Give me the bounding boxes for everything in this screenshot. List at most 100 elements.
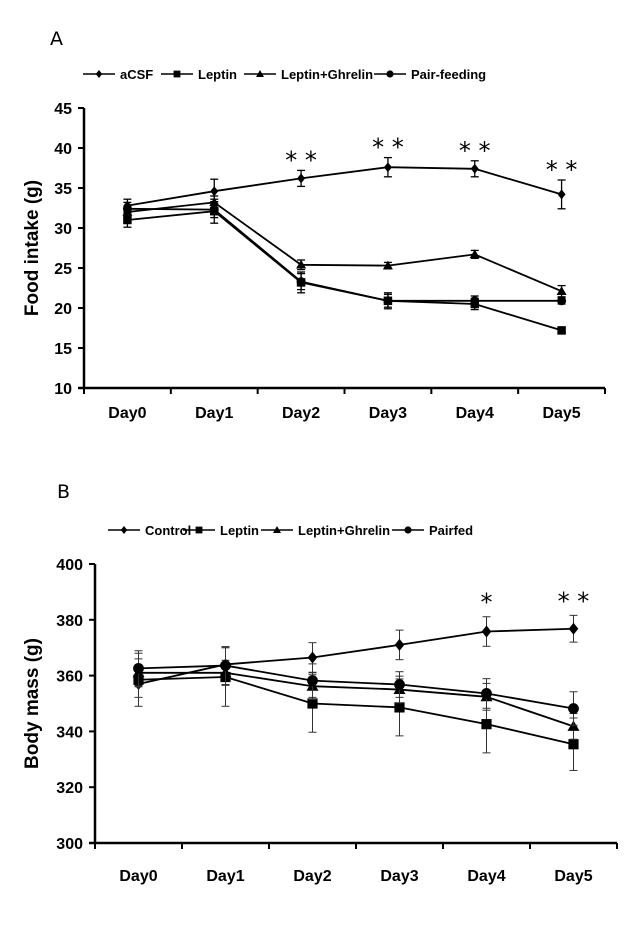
series-line <box>127 201 562 293</box>
data-point <box>297 173 306 184</box>
x-tick-label: Day3 <box>380 868 418 885</box>
x-tick-label: Day2 <box>293 868 331 885</box>
series-line <box>138 671 574 728</box>
y-tick-label: 360 <box>56 669 83 686</box>
legend-square-marker <box>173 70 181 78</box>
data-point <box>307 651 318 664</box>
significance-marker: * * <box>459 137 491 165</box>
data-point <box>481 688 492 699</box>
x-tick-label: Day2 <box>282 405 320 422</box>
legend-item: Pairfed <box>392 523 473 538</box>
data-point <box>481 719 492 730</box>
y-tick-label: 20 <box>54 301 72 318</box>
data-point <box>556 286 567 295</box>
data-point <box>307 675 318 687</box>
x-tick-label: Day5 <box>542 405 580 422</box>
series-pairfed <box>133 646 579 726</box>
significance-marker: * * <box>546 156 578 184</box>
data-point <box>296 259 307 269</box>
data-point <box>122 204 132 214</box>
series-line <box>138 676 574 746</box>
legend-item: aCSF <box>83 67 153 82</box>
y-tick-label: 380 <box>56 613 83 630</box>
y-tick-label: 40 <box>54 141 72 158</box>
data-point <box>557 189 566 200</box>
y-tick-label: 30 <box>54 221 72 238</box>
data-point <box>133 662 144 674</box>
y-tick-label: 400 <box>56 557 83 574</box>
y-tick-label: 35 <box>54 181 72 198</box>
x-tick-label: Day5 <box>554 868 592 885</box>
legend-circle-marker <box>404 526 412 534</box>
legend-square-marker <box>195 526 203 534</box>
series-leptin-ghrelin <box>122 195 567 298</box>
legend-label: Leptin+Ghrelin <box>281 67 373 82</box>
x-tick-label: Day4 <box>456 405 494 422</box>
significance-marker: * * <box>285 146 317 174</box>
data-point <box>382 260 393 270</box>
legend-diamond-marker <box>95 70 103 78</box>
data-point <box>394 702 405 713</box>
legend-circle-marker <box>386 70 394 78</box>
legend-label: Pairfed <box>429 523 473 538</box>
data-point <box>568 739 579 750</box>
legend-label: Control <box>145 523 191 538</box>
legend: aCSF Leptin Leptin+Ghrelin Pair-feeding <box>83 67 486 82</box>
y-axis-title: Body mass (g) <box>22 638 43 769</box>
data-point <box>470 163 479 174</box>
x-tick-label: Day1 <box>195 405 233 422</box>
legend-label: Pair-feeding <box>411 67 486 82</box>
data-point <box>394 638 405 651</box>
data-point <box>296 277 306 287</box>
series-line <box>138 627 574 685</box>
series-line <box>138 664 574 710</box>
legend-label: Leptin <box>220 523 259 538</box>
y-tick-label: 320 <box>56 780 83 797</box>
significance-marker: * * <box>558 587 590 615</box>
series-pair-feeding <box>122 200 567 308</box>
significance-marker: * <box>481 589 493 617</box>
data-point <box>383 162 392 173</box>
significance-marker: * * <box>372 134 404 162</box>
y-tick-label: 45 <box>54 101 72 118</box>
data-point <box>209 205 219 215</box>
y-tick-label: 10 <box>54 381 72 398</box>
panel-b-letter: B <box>57 481 70 503</box>
series-line <box>127 210 562 332</box>
legend-diamond-marker <box>120 526 128 534</box>
x-tick-label: Day3 <box>369 405 407 422</box>
body-mass-chart: Control Leptin Leptin+Ghrelin Pairfed 300 320… <box>22 523 618 885</box>
data-point <box>557 296 567 306</box>
data-point <box>481 625 492 638</box>
legend-item: Leptin+Ghrelin <box>261 523 390 538</box>
x-tick-label: Day0 <box>108 405 146 422</box>
y-tick-label: 300 <box>56 836 83 853</box>
x-tick-label: Day4 <box>467 868 505 885</box>
data-point <box>123 215 132 225</box>
legend-item: Control <box>108 523 191 538</box>
legend-triangle-marker <box>273 526 281 533</box>
data-point <box>568 622 579 635</box>
legend-label: Leptin <box>198 67 237 82</box>
data-point <box>469 249 480 259</box>
series-acsf <box>123 156 566 213</box>
x-tick-label: Day0 <box>119 868 157 885</box>
y-axis-title: Food intake (g) <box>22 180 43 316</box>
legend-item: Pair-feeding <box>374 67 486 82</box>
legend-item: Leptin <box>161 67 237 82</box>
legend-item: Leptin <box>183 523 259 538</box>
data-point <box>307 698 318 709</box>
x-tick-label: Day1 <box>206 868 244 885</box>
food-intake-chart: aCSF Leptin Leptin+Ghrelin Pair-feeding 10 15… <box>22 67 606 422</box>
y-tick-label: 15 <box>54 341 72 358</box>
data-point <box>557 326 566 335</box>
data-point <box>394 679 405 690</box>
data-point <box>383 296 393 306</box>
legend-item: Leptin+Ghrelin <box>244 67 373 82</box>
panel-a-letter: A <box>50 28 63 50</box>
data-point <box>568 703 579 714</box>
series-control <box>133 614 579 698</box>
y-tick-label: 25 <box>54 261 72 278</box>
legend-triangle-marker <box>256 70 264 77</box>
